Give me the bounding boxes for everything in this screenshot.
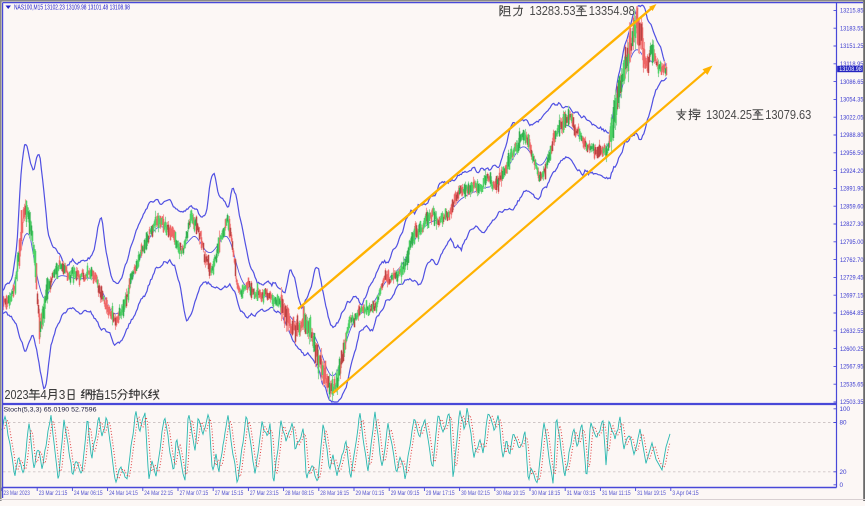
svg-text:30 Mar 10:15: 30 Mar 10:15 — [496, 490, 525, 497]
svg-text:Stoch(5,3,3) 65.0190 52.7596: Stoch(5,3,3) 65.0190 52.7596 — [4, 407, 98, 414]
svg-text:24 Mar 22:15: 24 Mar 22:15 — [144, 490, 173, 497]
svg-text:13183.55: 13183.55 — [840, 25, 864, 32]
svg-text:28 Mar 08:15: 28 Mar 08:15 — [285, 490, 314, 497]
svg-text:13283.53: 13283.53 — [530, 3, 576, 18]
svg-text:28 Mar 16:15: 28 Mar 16:15 — [320, 490, 349, 497]
svg-text:13215.85: 13215.85 — [840, 8, 864, 15]
svg-text:12795.00: 12795.00 — [840, 239, 864, 246]
svg-text:23 Mar 21:15: 23 Mar 21:15 — [39, 490, 68, 497]
svg-text:3 Apr 04:15: 3 Apr 04:15 — [672, 490, 699, 497]
svg-text:12567.95: 12567.95 — [840, 364, 864, 371]
svg-text:3: 3 — [59, 388, 66, 402]
svg-text:27 Mar 07:15: 27 Mar 07:15 — [180, 490, 209, 497]
svg-text:12956.50: 12956.50 — [840, 150, 864, 157]
svg-text:12729.45: 12729.45 — [840, 275, 864, 282]
svg-text:NAS100,M15 13102.23 13109.98: NAS100,M15 13102.23 13109.98 13101.48 13… — [14, 4, 130, 11]
svg-text:12697.15: 12697.15 — [840, 292, 864, 299]
svg-text:13054.35: 13054.35 — [840, 97, 864, 104]
svg-text:K: K — [141, 388, 149, 402]
svg-text:30 Mar 02:15: 30 Mar 02:15 — [461, 490, 490, 497]
svg-text:0: 0 — [840, 482, 844, 489]
svg-text:13024.25: 13024.25 — [706, 107, 752, 122]
svg-text:12859.60: 12859.60 — [840, 203, 864, 210]
svg-text:31 Mar 19:15: 31 Mar 19:15 — [637, 490, 666, 497]
svg-text:2023: 2023 — [5, 388, 29, 402]
svg-text:29 Mar 17:15: 29 Mar 17:15 — [426, 490, 455, 497]
svg-text:12632.55: 12632.55 — [840, 328, 864, 335]
svg-text:100: 100 — [840, 406, 851, 413]
svg-text:31 Mar 03:15: 31 Mar 03:15 — [567, 490, 596, 497]
svg-text:29 Mar 01:15: 29 Mar 01:15 — [356, 490, 385, 497]
svg-text:12664.85: 12664.85 — [840, 310, 864, 317]
svg-text:12600.25: 12600.25 — [840, 346, 864, 353]
svg-text:13108.98: 13108.98 — [839, 66, 862, 73]
svg-text:30 Mar 18:15: 30 Mar 18:15 — [532, 490, 561, 497]
svg-text:27 Mar 15:15: 27 Mar 15:15 — [215, 490, 244, 497]
svg-text:29 Mar 09:15: 29 Mar 09:15 — [391, 490, 420, 497]
svg-text:13151.25: 13151.25 — [840, 43, 864, 50]
svg-text:12924.20: 12924.20 — [840, 168, 864, 175]
svg-text:15: 15 — [104, 388, 117, 402]
svg-text:31 Mar 11:15: 31 Mar 11:15 — [602, 490, 631, 497]
svg-text:13118.95: 13118.95 — [840, 61, 864, 68]
svg-text:12827.30: 12827.30 — [840, 221, 864, 228]
svg-text:80: 80 — [840, 420, 848, 427]
svg-text:24 Mar 14:15: 24 Mar 14:15 — [109, 490, 138, 497]
svg-text:12535.65: 12535.65 — [840, 381, 864, 388]
svg-text:12503.35: 12503.35 — [840, 399, 864, 406]
svg-text:12762.70: 12762.70 — [840, 257, 864, 264]
svg-text:23 Mar 2023: 23 Mar 2023 — [4, 490, 31, 497]
svg-text:12988.80: 12988.80 — [840, 132, 864, 139]
svg-text:20: 20 — [840, 469, 848, 476]
svg-text:13079.63: 13079.63 — [765, 107, 811, 122]
svg-text:13086.65: 13086.65 — [840, 79, 864, 86]
svg-text:13354.98: 13354.98 — [589, 3, 635, 18]
svg-text:24 Mar 06:15: 24 Mar 06:15 — [74, 490, 103, 497]
svg-text:4: 4 — [40, 388, 47, 402]
svg-text:27 Mar 23:15: 27 Mar 23:15 — [250, 490, 279, 497]
svg-text:13022.05: 13022.05 — [840, 114, 864, 121]
svg-text:12891.90: 12891.90 — [840, 186, 864, 193]
